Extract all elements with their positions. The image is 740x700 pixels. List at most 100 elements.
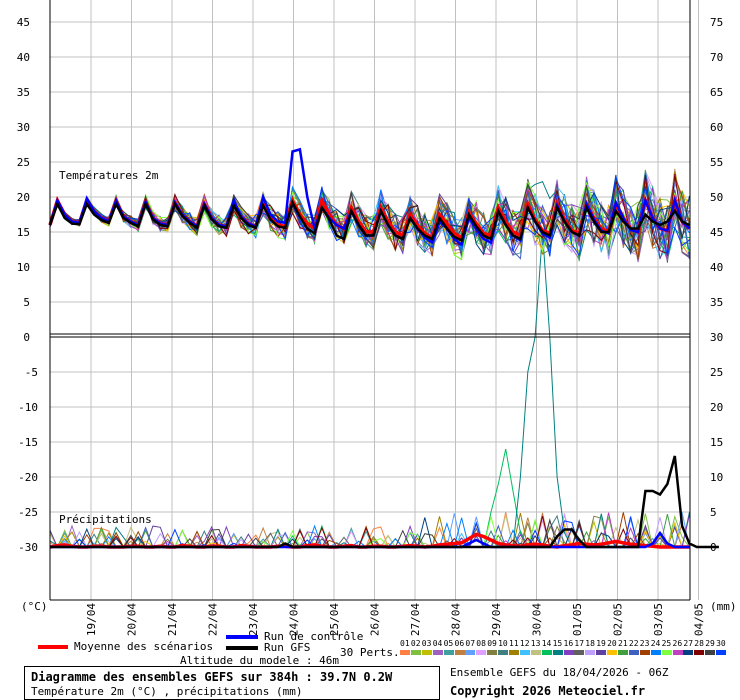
legend-pert-number: 02: [410, 639, 421, 648]
legend-pert-number: 13: [530, 639, 541, 648]
y-tick-label-right: 60: [710, 121, 723, 134]
legend-pert-number: 06: [454, 639, 465, 648]
legend-pert-number: 14: [541, 639, 552, 648]
y-tick-label-right: 70: [710, 51, 723, 64]
y-tick-label-left: 20: [17, 191, 30, 204]
legend-pert-number: 01: [400, 639, 410, 648]
y-tick-label-right: 20: [710, 401, 723, 414]
x-tick-label: 01/05: [571, 603, 584, 636]
legend-pert-swatch: [509, 650, 519, 655]
legend-pert-number: 15: [552, 639, 563, 648]
legend-control-label: Run de contrôle: [264, 630, 364, 643]
legend-pert-swatch: [400, 650, 410, 655]
y-tick-label-left: 5: [23, 296, 30, 309]
y-tick-label-right: 0: [710, 541, 717, 554]
legend-pert-swatch: [639, 650, 650, 655]
y-tick-label-left: -25: [18, 506, 38, 519]
x-tick-label: 29/04: [490, 603, 503, 636]
legend-pert-swatch: [650, 650, 661, 655]
legend-pert-swatch: [596, 650, 607, 655]
legend-pert-number: 17: [574, 639, 585, 648]
y-tick-label-left: -30: [18, 541, 38, 554]
y-tick-label-right: 55: [710, 156, 723, 169]
y-tick-label-right: 75: [710, 16, 723, 29]
legend-pert-number: 10: [498, 639, 508, 648]
unit-right: (mm): [710, 600, 737, 613]
main-series-lines: [48, 147, 719, 549]
legend-pert-swatch: [432, 650, 443, 655]
legend-pert-number: 18: [585, 639, 595, 648]
y-tick-label-left: 30: [17, 121, 30, 134]
legend-pert-swatch: [552, 650, 563, 655]
chart-grid: [50, 0, 699, 600]
legend-pert-number: 12: [519, 639, 530, 648]
y-tick-label-left: -5: [25, 366, 38, 379]
legend-pert-swatch: [498, 650, 509, 655]
legend-pert-number: 28: [694, 639, 704, 648]
legend-pert-swatch: [476, 650, 487, 655]
x-tick-label: 28/04: [450, 603, 463, 636]
series-precip-run-gfs: [50, 455, 719, 549]
perturbation-line-precip: [49, 231, 690, 548]
legend-pert-number: 05: [443, 639, 454, 648]
x-tick-label: 21/04: [166, 603, 179, 636]
legend-pert-number: 21: [618, 639, 628, 648]
y-tick-label-right: 15: [710, 436, 723, 449]
legend-pert-number: 29: [705, 639, 715, 648]
legend-pert-number: 04: [432, 639, 443, 648]
y-tick-label-left: -15: [18, 436, 38, 449]
legend-mean-swatch: [38, 645, 68, 649]
perturbation-line-temp: [49, 180, 690, 260]
legend-pert-number: 27: [683, 639, 694, 648]
legend-pert-swatch: [530, 650, 541, 655]
y-tick-label-left: 40: [17, 51, 30, 64]
x-tick-label: 23/04: [247, 603, 260, 636]
legend-pert-swatch: [705, 650, 716, 655]
legend: Moyenne des scénarios Run de contrôle Ru…: [0, 628, 740, 668]
y-tick-label-left: 15: [17, 226, 30, 239]
legend-pert-number: 25: [661, 639, 672, 648]
legend-perts-label: 30 Perts.: [340, 646, 400, 659]
legend-pert-swatch: [519, 650, 530, 655]
x-tick-label: 30/04: [531, 603, 544, 636]
legend-pert-number: 07: [465, 639, 476, 648]
precip-panel-title: Précipitations: [59, 513, 152, 526]
y-tick-label-left: 10: [17, 261, 30, 274]
legend-gfs-label: Run GFS: [264, 641, 311, 654]
legend-pert-number: 03: [421, 639, 432, 648]
x-tick-label: 03/05: [652, 603, 665, 636]
legend-control-swatch: [226, 635, 258, 639]
legend-pert-swatch: [628, 650, 639, 655]
x-tick-label: 26/04: [369, 603, 382, 636]
legend-pert-number: 30: [716, 639, 726, 648]
info-box: Diagramme des ensembles GEFS sur 384h : …: [24, 666, 440, 700]
legend-pert-swatch: [661, 650, 672, 655]
y-tick-label-left: 45: [17, 16, 30, 29]
legend-pert-number: 09: [487, 639, 497, 648]
x-tick-label: 27/04: [409, 603, 422, 636]
legend-perts-swatches: [400, 650, 740, 656]
legend-pert-number: 26: [672, 639, 683, 648]
y-tick-label-left: 0: [23, 331, 30, 344]
legend-pert-number: 22: [628, 639, 639, 648]
legend-pert-number: 08: [476, 639, 486, 648]
y-tick-label-left: 35: [17, 86, 30, 99]
legend-pert-swatch: [716, 650, 727, 655]
perturbation-lines: [49, 168, 690, 549]
y-tick-label-right: 5: [710, 506, 717, 519]
legend-pert-swatch: [574, 650, 585, 655]
legend-pert-swatch: [541, 650, 552, 655]
legend-pert-swatch: [421, 650, 432, 655]
legend-pert-swatch: [607, 650, 618, 655]
y-tick-label-right: 50: [710, 191, 723, 204]
x-tick-label: 20/04: [126, 603, 139, 636]
y-tick-label-right: 40: [710, 261, 723, 274]
info-subtitle: Température 2m (°C) , précipitations (mm…: [31, 685, 303, 698]
x-tick-label: 22/04: [207, 603, 220, 636]
legend-pert-swatch: [585, 650, 596, 655]
copyright: Copyright 2026 Meteociel.fr: [450, 684, 646, 698]
legend-pert-swatch: [618, 650, 628, 655]
legend-pert-swatch: [683, 650, 694, 655]
